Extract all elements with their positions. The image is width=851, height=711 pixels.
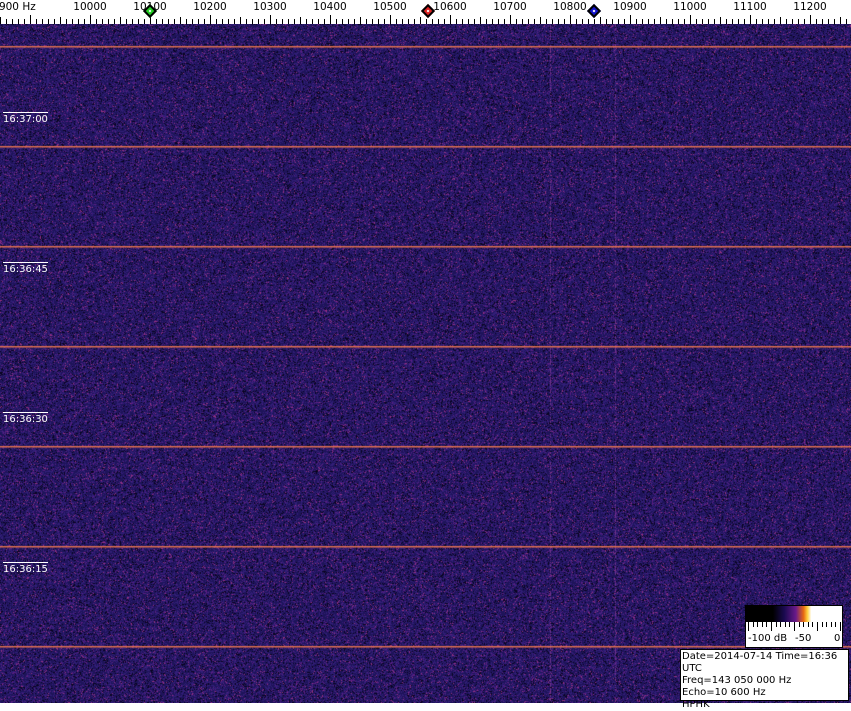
axis-tick xyxy=(570,15,571,24)
axis-label: 10900 xyxy=(613,1,646,13)
axis-tick xyxy=(420,17,421,24)
axis-label: 11000 xyxy=(673,1,706,13)
time-label: 16:37:00 xyxy=(3,112,48,125)
axis-tick xyxy=(0,17,1,24)
axis-tick xyxy=(30,15,31,24)
axis-tick xyxy=(270,15,271,24)
axis-tick xyxy=(480,17,481,24)
frequency-axis: 9900 Hz100001010010200103001040010500106… xyxy=(0,0,851,24)
scale-tick xyxy=(789,622,790,627)
axis-label: 11200 xyxy=(793,1,826,13)
scale-label-mid: -50 xyxy=(795,633,811,644)
scale-tick xyxy=(757,622,758,627)
scale-tick xyxy=(835,622,836,627)
scale-tick xyxy=(799,622,800,627)
color-gradient xyxy=(746,606,842,622)
axis-tick xyxy=(300,17,301,24)
axis-label: 10500 xyxy=(373,1,406,13)
color-scale-ticks xyxy=(746,622,842,632)
blue-marker-icon[interactable] xyxy=(587,4,601,18)
axis-tick xyxy=(90,15,91,24)
axis-label: 10200 xyxy=(193,1,226,13)
date-time-text: Date=2014-07-14 Time=16:36 UTC xyxy=(682,651,848,675)
axis-tick xyxy=(630,15,631,24)
axis-label: 10600 xyxy=(433,1,466,13)
scale-tick xyxy=(840,622,841,631)
axis-tick xyxy=(600,17,601,24)
axis-label: 10300 xyxy=(253,1,286,13)
axis-label: 10000 xyxy=(73,1,106,13)
scale-tick xyxy=(748,622,749,631)
scale-tick xyxy=(780,622,781,627)
echo-text: Echo=10 600 Hz xyxy=(682,687,848,699)
axis-tick xyxy=(240,17,241,24)
callsign-text: HPHK xyxy=(682,699,848,711)
waterfall-spectrogram[interactable] xyxy=(0,24,851,703)
scale-tick xyxy=(817,622,818,631)
axis-tick xyxy=(210,15,211,24)
axis-tick xyxy=(780,17,781,24)
scale-tick xyxy=(831,622,832,627)
scale-label-min: -100 dB xyxy=(748,633,787,644)
axis-tick xyxy=(390,15,391,24)
axis-label: 11100 xyxy=(733,1,766,13)
axis-tick xyxy=(720,17,721,24)
frequency-text: Freq=143 050 000 Hz xyxy=(682,675,848,687)
scale-tick xyxy=(776,622,777,627)
axis-tick xyxy=(810,15,811,24)
axis-tick xyxy=(360,17,361,24)
axis-tick xyxy=(840,17,841,24)
scale-tick xyxy=(771,622,772,631)
axis-tick xyxy=(690,15,691,24)
scale-tick xyxy=(808,622,809,627)
scale-tick xyxy=(822,622,823,627)
axis-tick xyxy=(60,17,61,24)
scale-tick xyxy=(785,622,786,627)
time-label: 16:36:45 xyxy=(3,262,48,275)
scale-label-max: 0 xyxy=(834,633,840,644)
scale-tick xyxy=(812,622,813,627)
scale-tick xyxy=(753,622,754,627)
time-label: 16:36:30 xyxy=(3,412,48,425)
axis-label: 10700 xyxy=(493,1,526,13)
axis-label: 10400 xyxy=(313,1,346,13)
scale-tick xyxy=(762,622,763,627)
axis-tick xyxy=(540,17,541,24)
scale-tick xyxy=(826,622,827,627)
time-label: 16:36:15 xyxy=(3,562,48,575)
color-scale-legend: -100 dB -50 0 xyxy=(745,605,843,648)
scale-tick xyxy=(794,622,795,631)
axis-label: 9900 Hz xyxy=(0,1,36,13)
axis-tick xyxy=(330,15,331,24)
axis-tick xyxy=(450,15,451,24)
info-box: Date=2014-07-14 Time=16:36 UTC Freq=143 … xyxy=(680,649,849,701)
axis-tick xyxy=(180,17,181,24)
axis-tick xyxy=(510,15,511,24)
axis-label: 10800 xyxy=(553,1,586,13)
axis-tick xyxy=(750,15,751,24)
axis-tick xyxy=(660,17,661,24)
scale-tick xyxy=(803,622,804,627)
scale-tick xyxy=(766,622,767,627)
axis-tick xyxy=(120,17,121,24)
